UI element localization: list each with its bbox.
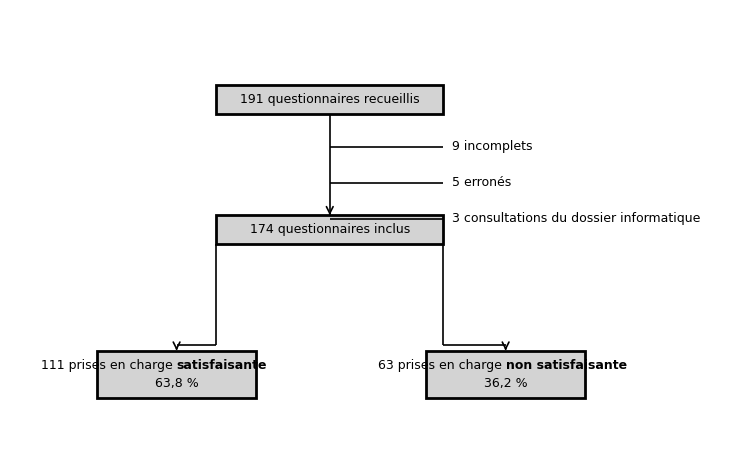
FancyBboxPatch shape (217, 85, 444, 114)
Text: 63,8 %: 63,8 % (154, 377, 198, 390)
FancyBboxPatch shape (426, 351, 585, 398)
Text: 36,2 %: 36,2 % (484, 377, 528, 390)
FancyBboxPatch shape (97, 351, 256, 398)
Text: 3 consultations du dossier informatique: 3 consultations du dossier informatique (452, 212, 700, 225)
Text: 111 prises en charge: 111 prises en charge (41, 358, 176, 371)
Text: 174 questionnaires inclus: 174 questionnaires inclus (250, 223, 410, 236)
Text: non satisfaisante: non satisfaisante (506, 358, 627, 371)
Text: 191 questionnaires recueillis: 191 questionnaires recueillis (240, 93, 419, 106)
Text: 63 prises en charge: 63 prises en charge (378, 358, 506, 371)
FancyBboxPatch shape (217, 215, 444, 244)
Text: 5 erronés: 5 erronés (452, 176, 511, 189)
Text: 9 incomplets: 9 incomplets (452, 140, 532, 153)
Text: satisfaisante: satisfaisante (176, 358, 267, 371)
